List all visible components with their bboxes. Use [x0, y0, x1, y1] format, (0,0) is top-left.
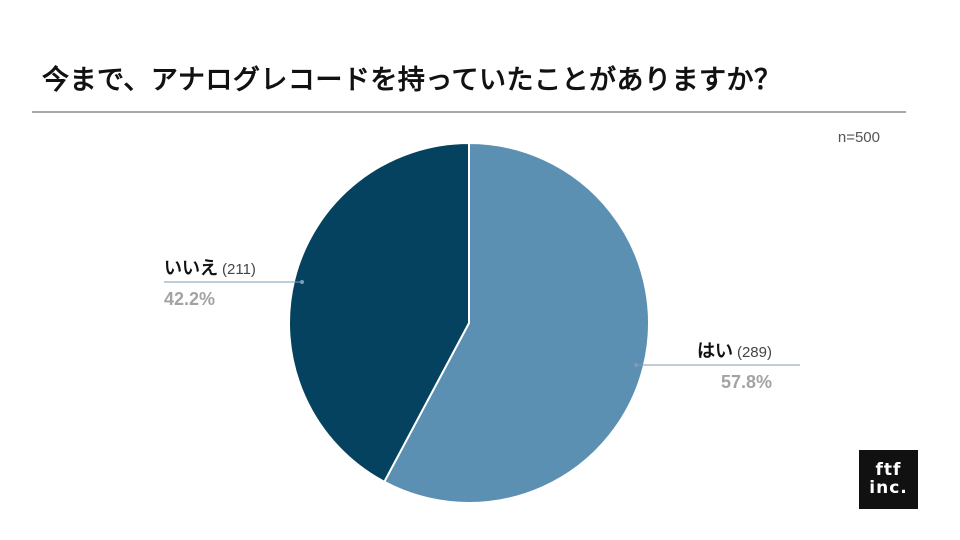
- logo-text-line1: ftf: [875, 459, 902, 480]
- title-divider: [32, 111, 906, 113]
- slice-label-no: いいえ (211): [164, 258, 256, 279]
- pie-slice-no: [288, 141, 470, 484]
- slice-percent-yes: 57.8%: [721, 372, 772, 392]
- leader-dot-no: [300, 280, 304, 284]
- slice-percent-no: 42.2%: [164, 289, 215, 309]
- leader-dot-yes: [634, 363, 638, 367]
- logo-text-line2: inc.: [869, 477, 908, 498]
- pie-slice-yes: [382, 141, 650, 504]
- sample-size-label: n=500: [837, 129, 880, 146]
- company-logo: ftf inc.: [859, 450, 918, 509]
- page-title: 今まで、アナログレコードを持っていたことがありますか？: [42, 65, 782, 96]
- slice-label-yes: はい (289): [697, 341, 772, 362]
